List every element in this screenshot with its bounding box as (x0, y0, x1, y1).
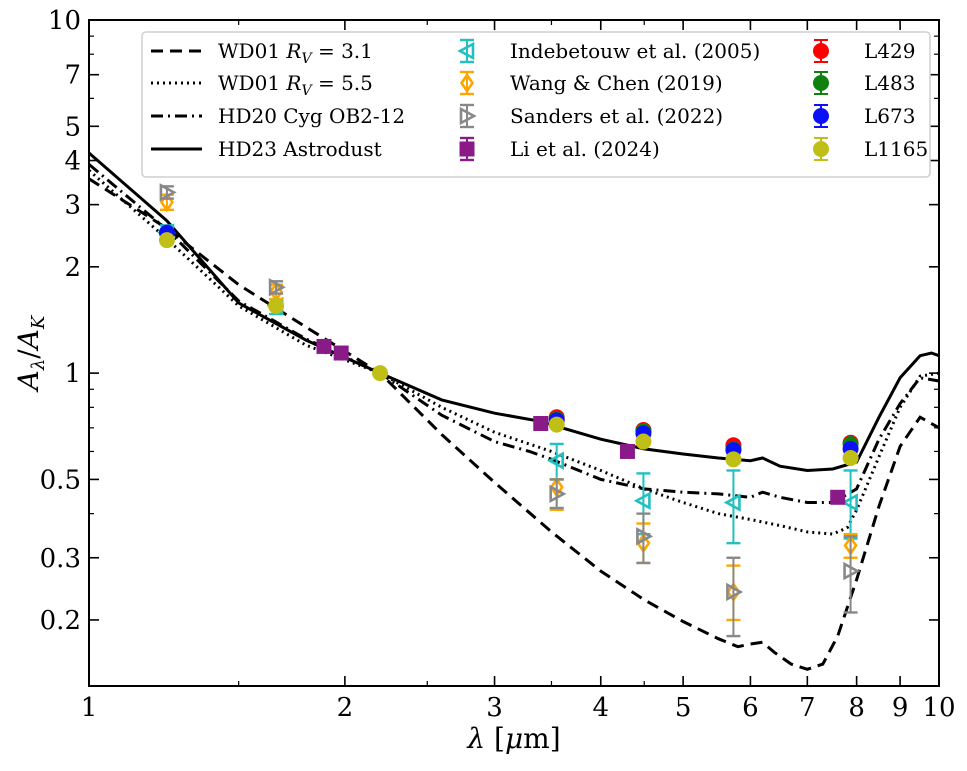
x-tick-label: 2 (337, 693, 354, 723)
point-sanders-et-al-2022 (159, 183, 177, 202)
point-sanders-et-al-2022 (843, 561, 861, 581)
legend-marker-l483 (813, 75, 829, 91)
legend-marker-l1165 (813, 141, 829, 157)
plot-frame (88, 19, 940, 687)
point-l1165 (635, 433, 652, 450)
y-tick-label: 10 (48, 6, 81, 36)
point-sanders-et-al-2022 (636, 527, 654, 546)
y-tick-label: 7 (64, 61, 81, 91)
y-tick-label: 0.5 (40, 465, 81, 495)
x-tick-label: 7 (799, 693, 816, 723)
point-sanders-et-al-2022 (726, 582, 744, 602)
point-li-et-al-2024 (830, 489, 846, 505)
series-line-hd23-astrodust (88, 151, 940, 473)
point-l1165 (548, 416, 565, 433)
x-tick-label: 6 (742, 693, 759, 723)
legend-label-sanders-et-al-2022: Sanders et al. (2022) (510, 104, 723, 128)
point-li-et-al-2024 (533, 415, 549, 431)
x-tick-label: 8 (848, 693, 865, 723)
point-l1165 (158, 232, 175, 249)
legend-marker-l673 (813, 108, 829, 124)
point-l1165 (842, 449, 859, 466)
point-indebetouw-et-al-2005 (546, 451, 564, 470)
legend-label-l429: L429 (864, 39, 915, 63)
y-tick-label: 0.3 (40, 544, 81, 574)
legend: WD01 RV = 3.1 WD01 RV = 5.5 HD20 Cyg OB2-1… (141, 31, 931, 178)
y-axis-label: Aλ/AK (12, 314, 49, 393)
point-l1165 (268, 297, 285, 314)
legend-label-l1165: L1165 (864, 137, 928, 161)
legend-label-indebetouw-et-al-2005: Indebetouw et al. (2005) (510, 39, 760, 63)
point-sanders-et-al-2022 (268, 278, 286, 297)
legend-label-wang-chen-2019: Wang & Chen (2019) (510, 71, 723, 95)
point-l1165 (725, 451, 742, 468)
legend-marker-li-et-al-2024 (459, 141, 475, 157)
point-indebetouw-et-al-2005 (723, 493, 741, 512)
point-sanders-et-al-2022 (549, 484, 567, 504)
legend-label-hd20-cyg-ob2-12: HD20 Cyg OB2-12 (218, 104, 405, 128)
x-tick-label: 10 (922, 693, 955, 723)
point-indebetouw-et-al-2005 (840, 493, 858, 512)
legend-marker-sanders-et-al-2022 (459, 106, 477, 126)
legend-marker-indebetouw-et-al-2005 (457, 41, 475, 61)
legend-label-l673: L673 (864, 104, 915, 128)
y-tick-label: 0.2 (40, 606, 81, 636)
x-axis-label: λ [μm] (466, 722, 560, 755)
legend-marker-wang-chen-2019 (459, 72, 475, 94)
y-tick-label: 2 (64, 253, 81, 283)
data-points (157, 183, 861, 638)
y-tick-label: 3 (64, 191, 81, 221)
legend-box (141, 31, 931, 178)
legend-label-wd01-r-v-5-5: WD01 RV = 5.5 (218, 71, 373, 99)
y-tick-label: 5 (64, 112, 81, 142)
legend-label-li-et-al-2024: Li et al. (2024) (510, 137, 660, 161)
point-l1165 (372, 365, 389, 382)
point-li-et-al-2024 (619, 443, 635, 459)
series-line-hd20-cyg-ob2-12 (88, 163, 940, 504)
legend-label-l483: L483 (864, 71, 915, 95)
y-tick-label: 1 (64, 359, 81, 389)
point-indebetouw-et-al-2005 (633, 491, 651, 510)
legend-label-wd01-r-v-3-1: WD01 RV = 3.1 (218, 39, 373, 67)
legend-marker-l429 (813, 43, 829, 59)
point-li-et-al-2024 (316, 338, 332, 354)
x-tick-label: 9 (892, 693, 909, 723)
point-li-et-al-2024 (333, 345, 349, 361)
x-tick-label: 3 (486, 693, 503, 723)
x-tick-label: 1 (81, 693, 98, 723)
x-tick-label: 4 (592, 693, 609, 723)
legend-label-hd23-astrodust: HD23 Astrodust (218, 137, 382, 161)
y-tick-label: 4 (64, 147, 81, 177)
x-tick-label: 5 (675, 693, 692, 723)
